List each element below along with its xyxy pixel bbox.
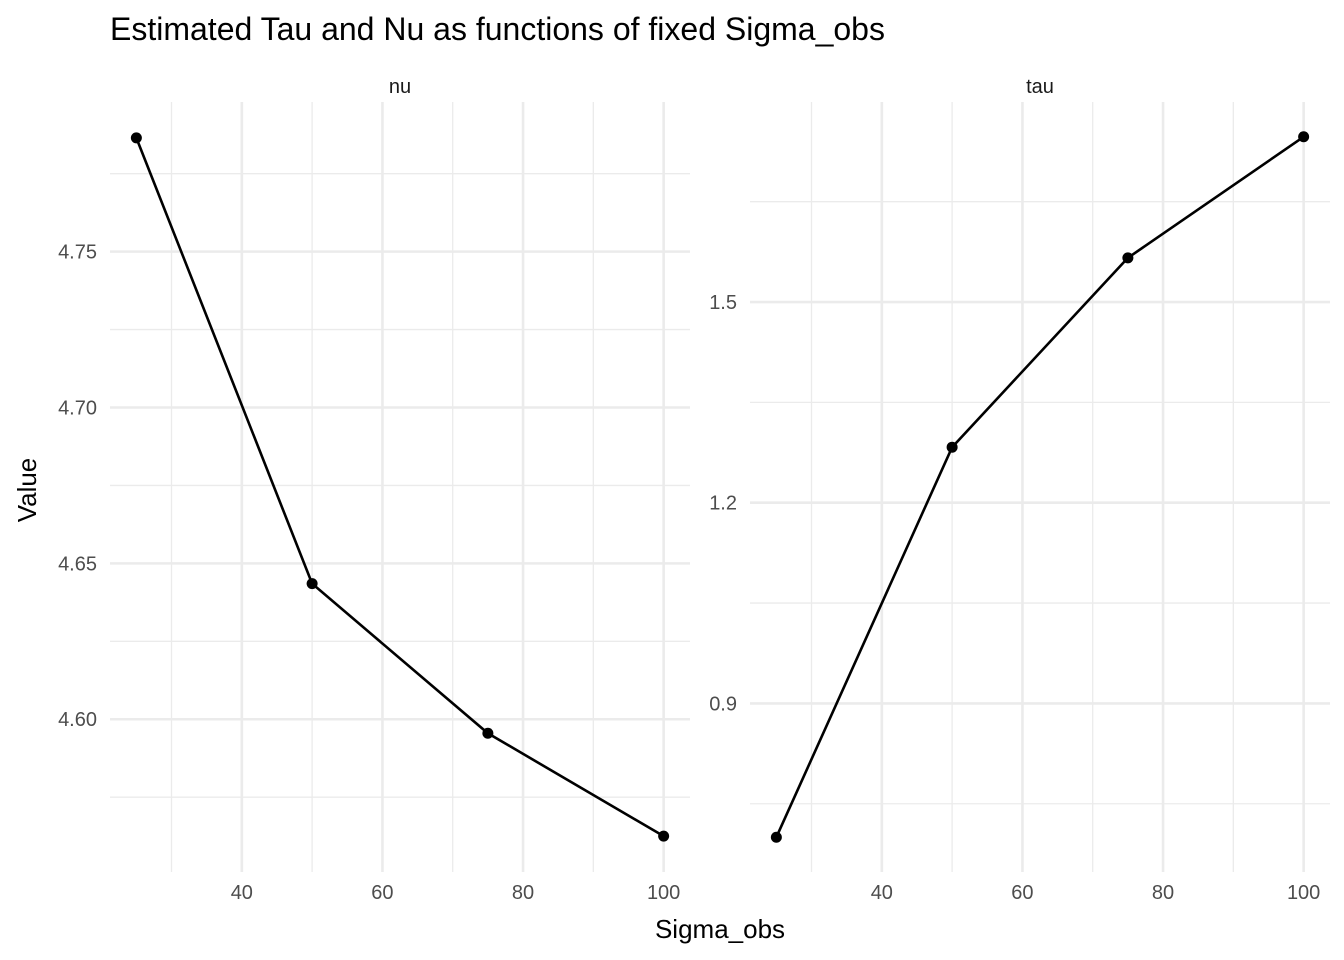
y-tick-label: 4.65 bbox=[58, 553, 97, 575]
data-point-tau bbox=[1122, 252, 1134, 264]
data-point-tau bbox=[946, 441, 958, 453]
data-point-nu bbox=[482, 727, 494, 739]
y-tick-label: 4.60 bbox=[58, 709, 97, 731]
x-tick-label: 100 bbox=[647, 882, 680, 904]
data-point-nu bbox=[306, 578, 318, 590]
series-line-nu bbox=[135, 137, 665, 838]
y-tick-label: 1.2 bbox=[709, 493, 737, 515]
x-tick-label: 100 bbox=[1287, 882, 1320, 904]
data-point-tau bbox=[770, 831, 782, 843]
panel-tau: tau 40 60 80 100 0.9 1.2 1.5 bbox=[709, 76, 1330, 904]
y-tick-label: 4.70 bbox=[58, 398, 97, 420]
chart-title: Estimated Tau and Nu as functions of fix… bbox=[110, 11, 885, 47]
data-point-nu bbox=[658, 830, 670, 842]
y-tick-label: 0.9 bbox=[709, 693, 737, 715]
x-tick-label: 80 bbox=[1152, 882, 1174, 904]
y-axis-title: Value bbox=[12, 458, 42, 523]
x-tick-label: 60 bbox=[1011, 882, 1033, 904]
panel-nu: nu 40 60 80 100 4.60 4.65 4.70 4.75 bbox=[58, 76, 690, 904]
x-tick-label: 80 bbox=[512, 882, 534, 904]
x-tick-label: 40 bbox=[231, 882, 253, 904]
facet-label-nu: nu bbox=[389, 76, 411, 98]
x-tick-label: 40 bbox=[871, 882, 893, 904]
x-axis-title: Sigma_obs bbox=[655, 914, 785, 944]
x-tick-label: 60 bbox=[371, 882, 393, 904]
y-tick-label: 4.75 bbox=[58, 242, 97, 264]
series-line-tau bbox=[775, 135, 1305, 838]
y-tick-label: 1.5 bbox=[709, 292, 737, 314]
data-point-nu bbox=[130, 132, 142, 144]
facet-label-tau: tau bbox=[1026, 76, 1054, 98]
data-point-tau bbox=[1298, 131, 1310, 143]
